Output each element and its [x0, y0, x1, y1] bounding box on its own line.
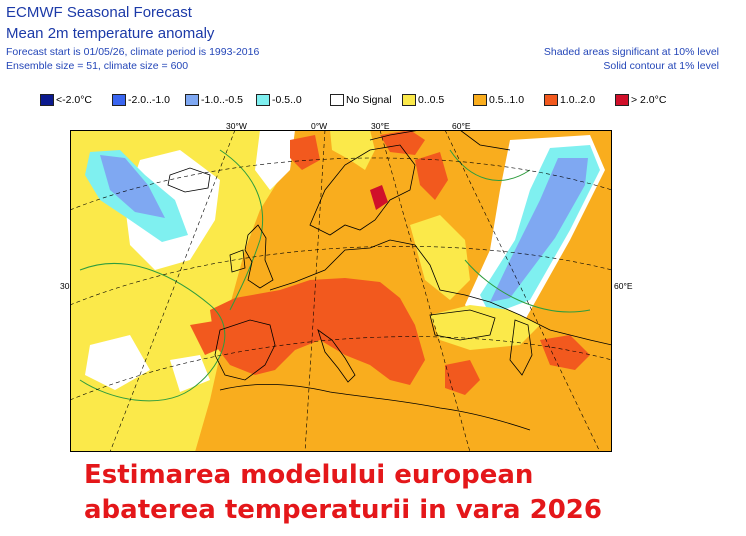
legend-item: 0..0.5	[402, 93, 444, 107]
coastline-italy	[317, 328, 356, 383]
legend-label: -2.0..-1.0	[128, 94, 171, 106]
legend-item: -2.0..-1.0	[112, 93, 170, 107]
legend-swatch	[330, 94, 344, 106]
coastline-scandinavia	[309, 144, 416, 236]
legend-swatch	[615, 94, 629, 106]
legend-label: -0.5..0	[272, 94, 302, 106]
map-subtitle: Mean 2m temperature anomaly	[6, 25, 215, 42]
hot-area	[445, 360, 480, 395]
graticule-line	[70, 157, 612, 211]
axis-label-top: 0°W	[311, 121, 328, 131]
legend-item: 0.5..1.0	[473, 93, 524, 107]
warm-area	[410, 215, 470, 300]
caption-line-1: Estimarea modelului european privind	[84, 458, 614, 526]
axis-label-top: 30°W	[226, 121, 247, 131]
hot-area	[540, 335, 590, 370]
legend-label: <-2.0°C	[56, 94, 93, 106]
map-title: ECMWF Seasonal Forecast	[6, 4, 192, 21]
graticule-line	[109, 130, 236, 452]
coastline-britain	[244, 224, 274, 289]
coastline-continent	[269, 239, 612, 346]
legend-label: > 2.0°C	[631, 94, 667, 106]
contour-note: Solid contour at 1% level	[603, 60, 719, 72]
graticule-line	[444, 130, 601, 452]
legend-swatch	[256, 94, 270, 106]
legend-swatch	[473, 94, 487, 106]
significance-contour	[219, 149, 264, 311]
significance-contour	[464, 259, 591, 313]
legend-label: 0.5..1.0	[489, 94, 525, 106]
legend-item: No Signal	[330, 93, 392, 107]
graticule-line	[70, 336, 612, 401]
warm-area	[330, 130, 375, 170]
coastline-ireland	[229, 249, 246, 273]
cool-area	[100, 155, 165, 218]
legend-label: No Signal	[346, 94, 392, 106]
axis-label-top: 30°E	[371, 121, 390, 131]
no-signal-area	[255, 130, 295, 190]
forecast-info: Forecast start is 01/05/26, climate peri…	[6, 46, 260, 58]
hot-area	[210, 278, 425, 385]
axis-label-top: 60°E	[452, 121, 471, 131]
legend-label: -1.0..-0.5	[201, 94, 244, 106]
legend-label: 1.0..2.0	[560, 94, 596, 106]
legend-item: 1.0..2.0	[544, 93, 595, 107]
legend-swatch	[402, 94, 416, 106]
legend-item: -1.0..-0.5	[185, 93, 243, 107]
legend-item: > 2.0°C	[615, 93, 666, 107]
significance-contour	[449, 149, 531, 181]
map-frame	[70, 130, 612, 452]
legend-swatch	[185, 94, 199, 106]
coastline-black-sea	[429, 309, 496, 341]
hot-area	[190, 320, 228, 355]
shaded-note: Shaded areas significant at 10% level	[543, 46, 719, 58]
coastline-iceland	[167, 167, 211, 193]
hot-area	[380, 130, 425, 155]
legend-item: <-2.0°C	[40, 93, 92, 107]
coastline-north	[369, 130, 511, 151]
coastline-iberia	[214, 319, 276, 381]
legend-swatch	[544, 94, 558, 106]
legend-label: 0..0.5	[418, 94, 445, 106]
legend-item: -0.5..0	[256, 93, 302, 107]
anomaly-map	[70, 130, 612, 452]
cool-area	[490, 158, 588, 302]
no-signal-area	[85, 335, 150, 390]
ensemble-info: Ensemble size = 51, climate size = 600	[6, 60, 189, 72]
legend-swatch	[40, 94, 54, 106]
hot-area	[415, 152, 448, 200]
extreme-hot-area	[370, 185, 388, 210]
significance-contour	[79, 262, 226, 402]
coastline-mediterranean	[219, 384, 531, 431]
axis-label-right: 60°E	[614, 281, 633, 291]
graticule-line	[304, 130, 326, 452]
coastline-caspian	[509, 319, 533, 376]
legend-swatch	[112, 94, 126, 106]
caption-line-2: abaterea temperaturii in vara 2026	[84, 493, 614, 527]
graticule-line	[70, 246, 612, 306]
